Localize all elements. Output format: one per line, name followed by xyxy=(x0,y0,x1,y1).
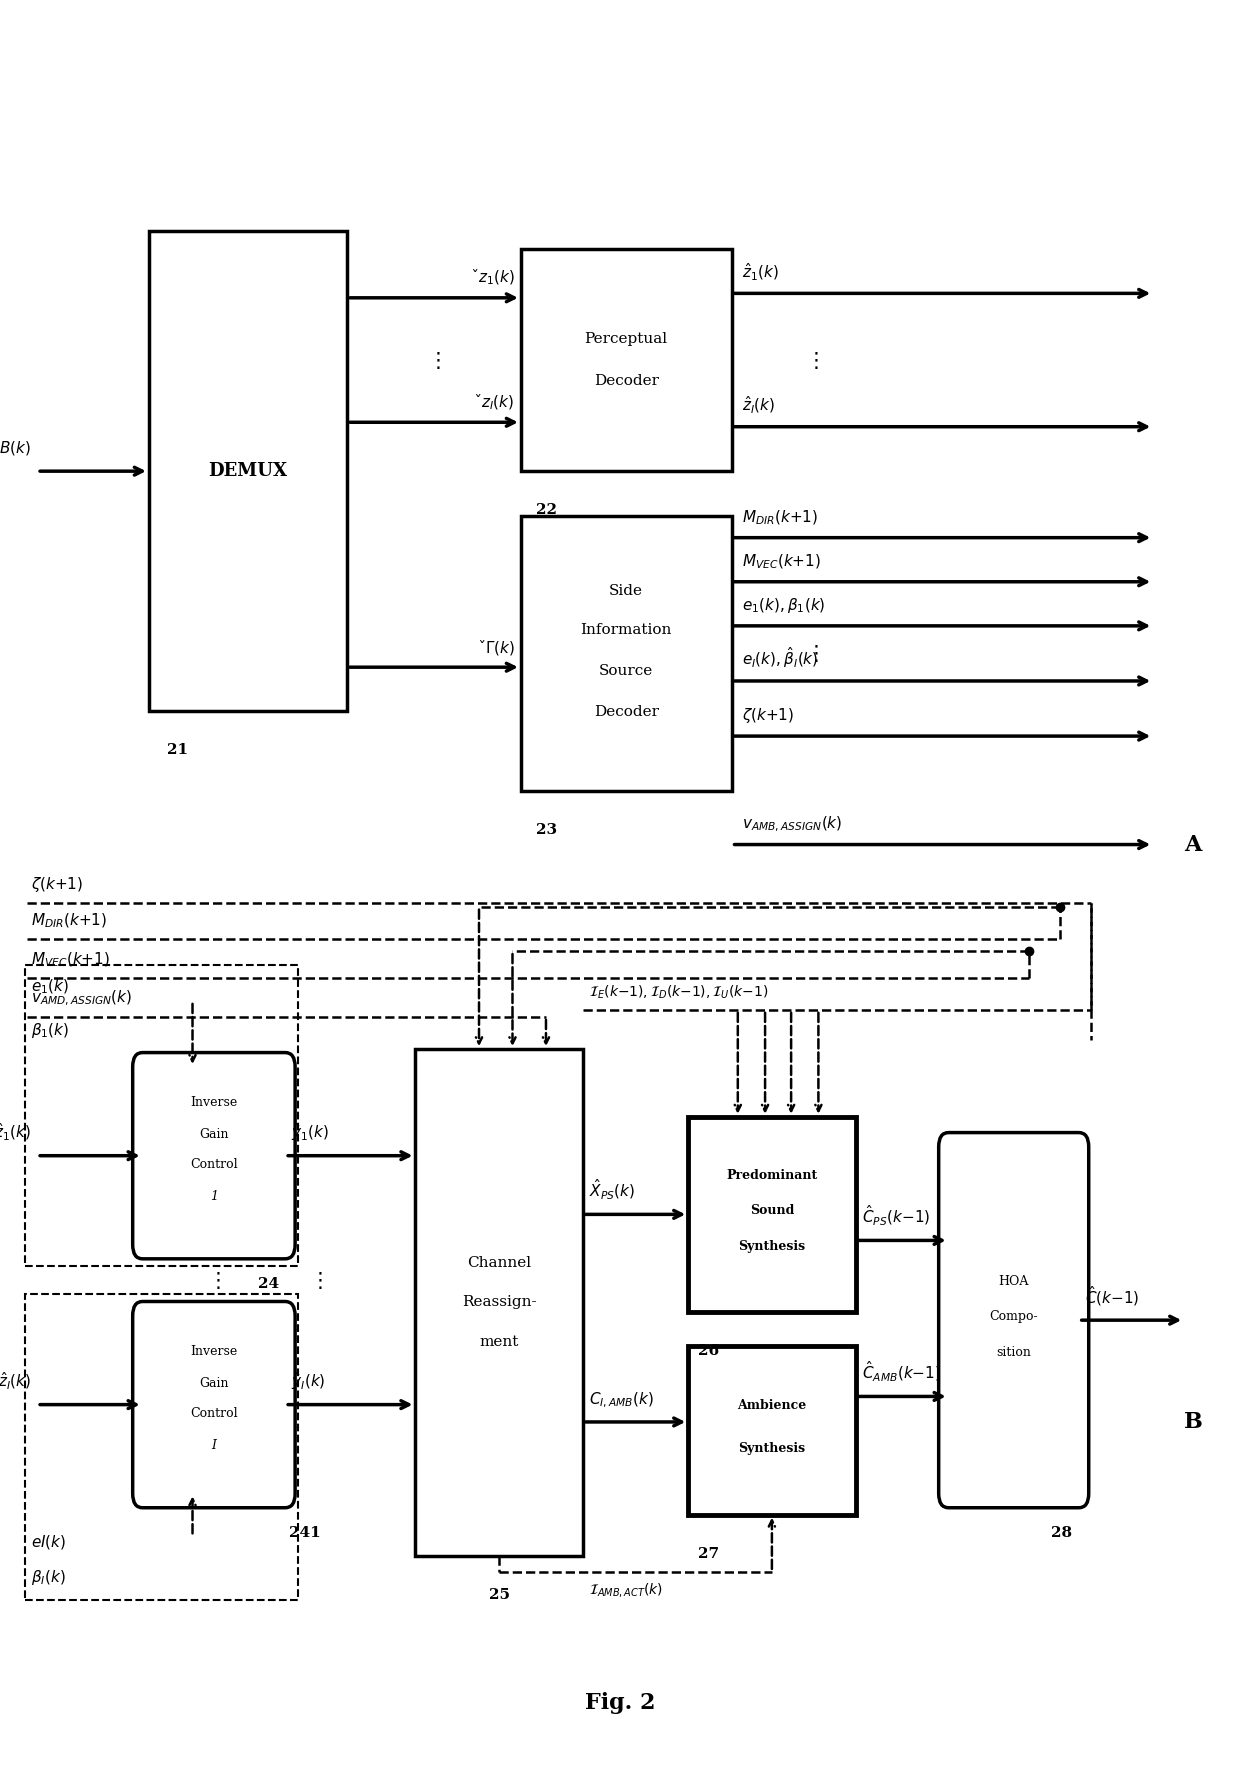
Text: $\hat{C}(k{-}1)$: $\hat{C}(k{-}1)$ xyxy=(1085,1284,1140,1309)
Text: 24: 24 xyxy=(258,1277,279,1291)
FancyBboxPatch shape xyxy=(939,1133,1089,1508)
Text: $\hat{z}_1(k)$: $\hat{z}_1(k)$ xyxy=(0,1122,31,1143)
Text: 25: 25 xyxy=(489,1588,510,1602)
Bar xyxy=(149,231,347,711)
Text: Ambience: Ambience xyxy=(738,1399,806,1412)
Text: $\hat{z}_I(k)$: $\hat{z}_I(k)$ xyxy=(742,395,775,416)
Text: 27: 27 xyxy=(698,1547,719,1561)
Text: Compo-: Compo- xyxy=(990,1310,1038,1323)
Text: $\hat{X}_{PS}(k)$: $\hat{X}_{PS}(k)$ xyxy=(589,1177,635,1202)
Text: Synthesis: Synthesis xyxy=(738,1442,806,1454)
Text: $\zeta(k{+}1)$: $\zeta(k{+}1)$ xyxy=(742,706,794,725)
Text: Channel: Channel xyxy=(467,1257,531,1269)
Text: Inverse: Inverse xyxy=(190,1344,238,1358)
FancyBboxPatch shape xyxy=(133,1301,295,1508)
Bar xyxy=(25,965,298,1266)
Text: B: B xyxy=(1184,1412,1203,1433)
Text: Decoder: Decoder xyxy=(594,706,658,718)
Text: $eI(k)$: $eI(k)$ xyxy=(31,1533,66,1550)
Text: $\hat{z}_I(k)$: $\hat{z}_I(k)$ xyxy=(0,1371,31,1392)
Text: Control: Control xyxy=(190,1406,238,1421)
Text: Predominant: Predominant xyxy=(727,1168,817,1182)
Text: $\check{z}_1(k)$: $\check{z}_1(k)$ xyxy=(472,268,515,286)
Text: I: I xyxy=(211,1438,217,1453)
Text: 28: 28 xyxy=(1052,1526,1073,1540)
Text: $v_{AMB,ASSIGN}(k)$: $v_{AMB,ASSIGN}(k)$ xyxy=(742,814,842,834)
Text: Gain: Gain xyxy=(200,1376,228,1390)
Text: Information: Information xyxy=(580,624,672,637)
Text: $\hat{C}_{AMB}(k{-}1)$: $\hat{C}_{AMB}(k{-}1)$ xyxy=(862,1360,941,1383)
Text: HOA: HOA xyxy=(998,1275,1029,1287)
Text: $\beta_I(k)$: $\beta_I(k)$ xyxy=(31,1568,66,1588)
Bar xyxy=(688,1346,856,1515)
Text: $\mathcal{I}_E(k{-}1), \mathcal{I}_D(k{-}1), \mathcal{I}_U(k{-}1)$: $\mathcal{I}_E(k{-}1), \mathcal{I}_D(k{-… xyxy=(589,983,769,1001)
Text: DEMUX: DEMUX xyxy=(208,462,288,480)
Text: $\check{B}(k)$: $\check{B}(k)$ xyxy=(0,437,31,457)
Text: $\check{\Gamma}(k)$: $\check{\Gamma}(k)$ xyxy=(479,638,515,656)
Text: Decoder: Decoder xyxy=(594,375,658,388)
Text: Sound: Sound xyxy=(750,1204,794,1218)
Text: $M_{VEC}(k{+}1)$: $M_{VEC}(k{+}1)$ xyxy=(742,553,821,571)
Text: $\hat{z}_1(k)$: $\hat{z}_1(k)$ xyxy=(742,261,779,283)
Text: $\vdots$: $\vdots$ xyxy=(806,644,818,663)
Text: $\vdots$: $\vdots$ xyxy=(207,1269,221,1291)
Text: $\vdots$: $\vdots$ xyxy=(310,1269,322,1291)
Text: $M_{DIR}(k{+}1)$: $M_{DIR}(k{+}1)$ xyxy=(742,509,817,526)
Text: $v_{AMD,ASSIGN}(k)$: $v_{AMD,ASSIGN}(k)$ xyxy=(31,989,133,1008)
Text: Inverse: Inverse xyxy=(190,1095,238,1109)
Text: $\hat{y}_1(k)$: $\hat{y}_1(k)$ xyxy=(291,1122,330,1143)
Text: Fig. 2: Fig. 2 xyxy=(585,1693,655,1714)
Text: $\vdots$: $\vdots$ xyxy=(428,350,440,370)
Text: Side: Side xyxy=(609,585,644,597)
Text: $\beta_1(k)$: $\beta_1(k)$ xyxy=(31,1021,69,1040)
FancyBboxPatch shape xyxy=(133,1053,295,1259)
Text: $\hat{y}_I(k)$: $\hat{y}_I(k)$ xyxy=(291,1371,326,1392)
Bar xyxy=(521,516,732,791)
Text: Synthesis: Synthesis xyxy=(738,1239,806,1253)
Text: $\hat{C}_{PS}(k{-}1)$: $\hat{C}_{PS}(k{-}1)$ xyxy=(862,1204,930,1229)
Text: 241: 241 xyxy=(289,1526,321,1540)
Text: $e_1(k), \beta_1(k)$: $e_1(k), \beta_1(k)$ xyxy=(742,596,825,615)
Text: Reassign-: Reassign- xyxy=(461,1296,537,1309)
Text: ment: ment xyxy=(480,1335,518,1348)
Text: 1: 1 xyxy=(210,1189,218,1204)
Text: 23: 23 xyxy=(536,823,557,837)
Bar xyxy=(25,1294,298,1600)
Text: 26: 26 xyxy=(698,1344,719,1358)
Text: $\check{z}_I(k)$: $\check{z}_I(k)$ xyxy=(475,393,515,411)
Text: $\vdots$: $\vdots$ xyxy=(806,350,818,370)
Text: Gain: Gain xyxy=(200,1127,228,1141)
Text: Source: Source xyxy=(599,665,653,677)
Bar xyxy=(688,1117,856,1312)
Text: $C_{I,AMB}(k)$: $C_{I,AMB}(k)$ xyxy=(589,1390,653,1410)
Text: 21: 21 xyxy=(167,743,188,757)
Text: 22: 22 xyxy=(536,503,557,517)
Bar xyxy=(521,249,732,471)
Text: A: A xyxy=(1184,834,1202,855)
Text: Control: Control xyxy=(190,1157,238,1172)
Text: $\mathcal{I}_{AMB,ACT}(k)$: $\mathcal{I}_{AMB,ACT}(k)$ xyxy=(589,1581,663,1598)
Text: $e_1(k)$: $e_1(k)$ xyxy=(31,978,69,996)
Text: $M_{DIR}(k{+}1)$: $M_{DIR}(k{+}1)$ xyxy=(31,912,107,930)
Text: Perceptual: Perceptual xyxy=(584,332,668,345)
Bar xyxy=(415,1049,583,1556)
Text: sition: sition xyxy=(996,1346,1032,1358)
Text: $\zeta(k{+}1)$: $\zeta(k{+}1)$ xyxy=(31,875,83,894)
Text: $e_I(k), \hat{\beta}_I(k)$: $e_I(k), \hat{\beta}_I(k)$ xyxy=(742,645,818,670)
Text: $M_{VEC}(k{+}1)$: $M_{VEC}(k{+}1)$ xyxy=(31,951,110,969)
